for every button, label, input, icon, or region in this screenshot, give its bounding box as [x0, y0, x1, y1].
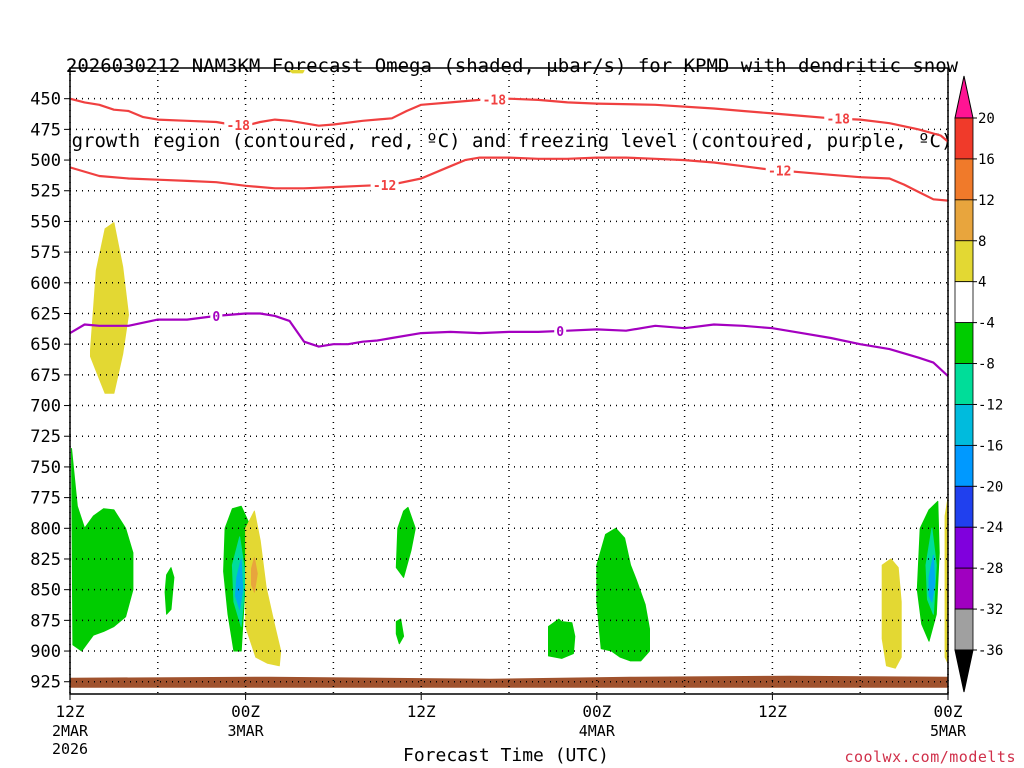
contour-label-bg — [765, 163, 794, 178]
contour-label-bg — [554, 323, 567, 338]
y-tick-label-575: 575 — [30, 243, 61, 263]
colorbar-label--16: -16 — [978, 438, 1003, 454]
x-tick-year-0: 2026 — [52, 740, 88, 758]
colorbar-label--28: -28 — [978, 561, 1003, 577]
x-tick-label-24: 12Z — [407, 702, 436, 721]
omega-8-12-hr12 — [251, 557, 258, 593]
x-tick-label-60: 00Z — [934, 702, 963, 721]
y-tick-label-775: 775 — [30, 489, 61, 509]
colorbar-bottom-arrow — [954, 649, 974, 693]
colorbar-label--24: -24 — [978, 520, 1003, 536]
contour-dgz-bottom — [70, 156, 948, 202]
contour-label-bg — [824, 111, 853, 126]
colorbar-bin--24 — [954, 485, 974, 528]
omega-neg12-neg16-hr11 — [234, 558, 244, 610]
chart-title-line2: growth region (contoured, red, ºC) and f… — [71, 130, 953, 152]
contour-label-freezing-level-1: 0 — [556, 325, 564, 340]
y-tick-label-900: 900 — [30, 642, 61, 662]
contour-label-dgz-top-2: -18 — [827, 113, 851, 128]
y-tick-label-500: 500 — [30, 151, 61, 171]
colorbar-bin--32 — [954, 567, 974, 610]
y-tick-label-450: 450 — [30, 90, 61, 110]
x-axis-title: Forecast Time (UTC) — [403, 745, 609, 766]
colorbar-label-20: 20 — [978, 111, 995, 127]
omega-neg4-neg8-hr22b — [395, 618, 405, 645]
colorbar-bin--36 — [954, 608, 974, 651]
colorbar-label-16: 16 — [978, 152, 995, 168]
y-tick-label-700: 700 — [30, 397, 61, 417]
plot-frame — [69, 67, 949, 695]
x-tick-date-36: 4MAR — [579, 722, 616, 740]
contour-dgz-top — [70, 97, 948, 143]
colorbar-label-12: 12 — [978, 193, 995, 209]
y-tick-label-475: 475 — [30, 120, 61, 140]
colorbar-bin--4 — [954, 281, 974, 324]
x-tick-label-12: 00Z — [231, 702, 260, 721]
contour-label-dgz-bottom-0: -12 — [373, 179, 396, 194]
y-tick-label-800: 800 — [30, 519, 61, 539]
colorbar-label-8: 8 — [978, 234, 986, 250]
site-credit[interactable]: coolwx.com/modelts — [844, 748, 1016, 766]
contour-label-bg — [224, 118, 253, 133]
colorbar-label--36: -36 — [978, 643, 1003, 659]
colorbar-bin--20 — [954, 444, 974, 487]
y-tick-label-850: 850 — [30, 581, 61, 601]
y-tick-label-650: 650 — [30, 335, 61, 355]
colorbar-bin--8 — [954, 322, 974, 364]
omega-4-8-upper — [90, 222, 129, 394]
contour-label-dgz-bottom-1: -12 — [768, 164, 791, 179]
contour-label-freezing-level-0: 0 — [212, 310, 220, 325]
y-tick-label-600: 600 — [30, 274, 61, 294]
contour-label-bg — [370, 177, 399, 192]
colorbar-bin-8 — [954, 199, 974, 242]
omega-neg12-neg16-hr58 — [928, 554, 936, 603]
colorbar-label--12: -12 — [978, 397, 1003, 413]
x-tick-label-48: 12Z — [758, 702, 787, 721]
colorbar-top-arrow — [954, 75, 974, 119]
omega-neg4-neg8-hr33 — [548, 618, 576, 659]
y-tick-label-750: 750 — [30, 458, 61, 478]
colorbar-label--20: -20 — [978, 479, 1003, 495]
colorbar-bin-12 — [954, 158, 974, 201]
chart-title: 2026030212 NAM3KM Forecast Omega (shaded… — [0, 4, 1024, 179]
omega-4-8-hr12 — [245, 510, 282, 667]
colorbar-label--32: -32 — [978, 602, 1003, 618]
colorbar-bin-4 — [954, 240, 974, 283]
colorbar-label--8: -8 — [978, 357, 995, 373]
contour-label-bg — [210, 308, 223, 323]
omega-neg4-neg8-hr22 — [395, 506, 416, 578]
colorbar-bin-16 — [954, 117, 974, 160]
y-tick-label-925: 925 — [30, 673, 61, 693]
y-tick-label-675: 675 — [30, 366, 61, 386]
y-tick-label-550: 550 — [30, 212, 61, 232]
contour-label-dgz-top-1: -18 — [483, 93, 507, 108]
y-tick-label-825: 825 — [30, 550, 61, 570]
x-tick-label-0: 12Z — [56, 702, 85, 721]
colorbar-bin--28 — [954, 526, 974, 569]
y-tick-label-625: 625 — [30, 304, 61, 324]
colorbar-label-4: 4 — [978, 275, 986, 291]
colorbar-bin--12 — [954, 363, 974, 405]
omega-neg4-neg8-hr36 — [596, 527, 650, 662]
y-tick-label-725: 725 — [30, 427, 61, 447]
y-tick-label-525: 525 — [30, 182, 61, 202]
x-tick-date-60: 5MAR — [930, 722, 967, 740]
omega-4-8-top — [289, 70, 305, 74]
omega-neg4-neg8-early — [71, 448, 134, 652]
contour-label-bg — [480, 92, 509, 107]
omega-shading — [71, 70, 948, 669]
contour-label-dgz-top-0: -18 — [227, 119, 251, 134]
omega-neg4-neg8-hr7 — [164, 567, 175, 615]
colorbar-label--4: -4 — [978, 316, 995, 332]
omega-4-8-hr56 — [881, 558, 902, 669]
x-tick-date-0: 2MAR — [52, 722, 89, 740]
y-tick-label-875: 875 — [30, 611, 61, 631]
colorbar-bin--16 — [954, 404, 974, 446]
x-tick-label-36: 00Z — [582, 702, 611, 721]
x-tick-date-12: 3MAR — [228, 722, 265, 740]
